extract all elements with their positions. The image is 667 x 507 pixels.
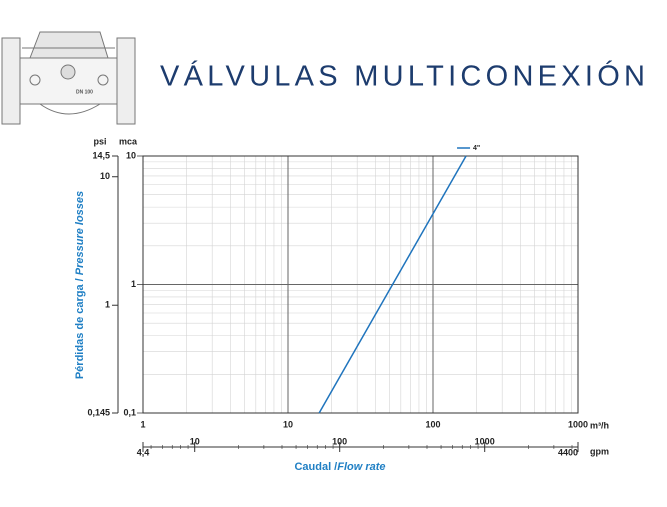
y2-unit: psi [93, 136, 106, 146]
plot-frame [142, 155, 579, 414]
x2-tick-label: 100 [332, 436, 347, 446]
x2-tick-label: 4,4 [137, 447, 150, 457]
y-label-en: Pressure losses [74, 191, 86, 275]
y-unit: mca [119, 136, 138, 146]
y2-tick-label: 14,5 [92, 150, 110, 160]
y-tick-label: 10 [126, 150, 136, 160]
y-tick-label: 0,1 [123, 407, 136, 417]
x-tick-label: 1 [140, 419, 145, 429]
x-tick-label: 100 [425, 419, 440, 429]
badge: DN 100 [76, 89, 93, 95]
x-unit: m³/h [590, 420, 609, 430]
y2-tick-label: 10 [100, 171, 110, 181]
x-label-es: Caudal / [294, 461, 337, 473]
y-tick-label: 1 [131, 279, 136, 289]
y-axis-label: Pérdidas de carga / Pressure losses [74, 191, 86, 379]
x2-tick-label: 1000 [475, 436, 495, 446]
x2-tick-label: 10 [190, 436, 200, 446]
x-tick-label: 10 [283, 419, 293, 429]
x-tick-label: 1000 [568, 419, 588, 429]
y2-tick-label: 0,145 [87, 407, 110, 417]
y-label-es: Pérdidas de carga / [74, 275, 86, 379]
y2-tick-label: 1 [105, 300, 110, 310]
x2-tick-label: 4400 [558, 447, 578, 457]
x2-unit: gpm [590, 446, 609, 456]
x-axis-label: Caudal /Flow rate [294, 461, 385, 473]
series-line [318, 155, 467, 414]
page-title: VÁLVULAS MULTICONEXIÓN [160, 60, 645, 93]
legend-label: 4" [473, 145, 480, 152]
x-label-en: Flow rate [337, 461, 385, 473]
valve-image [1, 31, 136, 125]
